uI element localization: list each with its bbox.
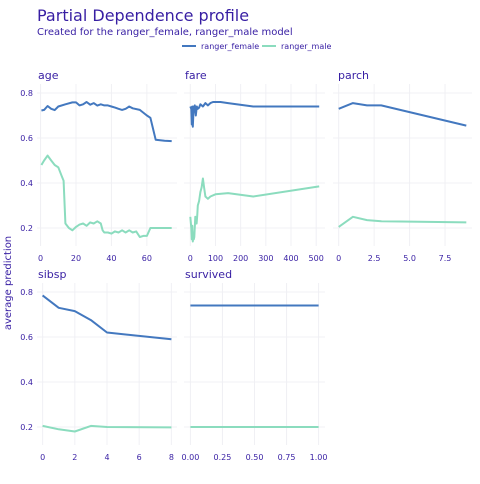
series-line-ranger_female [189, 101, 320, 128]
series-line-ranger_male [40, 154, 172, 238]
panel-parch: parch 0 2.5 5.0 7.5 [333, 69, 472, 263]
x-tick-label: 0.50 [246, 453, 264, 462]
y-tick-label: 0.8 [20, 89, 33, 98]
panel-title-survived: survived [185, 268, 232, 281]
legend-label-ranger_female: ranger_female [201, 42, 259, 51]
y-tick-label: 0.6 [20, 333, 33, 342]
panel-survived: survived 0.00 0.25 0.50 0.75 1.00 [182, 268, 328, 462]
x-tick-label: 1.00 [310, 453, 328, 462]
x-tick-label: 2.5 [368, 254, 381, 263]
x-tick-label: 20 [71, 254, 81, 263]
x-tick-label: 4 [104, 453, 109, 462]
x-tick-label: 0 [40, 453, 45, 462]
legend-label-ranger_male: ranger_male [281, 42, 331, 51]
panel-sibsp: sibsp 0.2 0.4 0.6 0.8 0 2 4 6 8 [20, 268, 177, 462]
panel-title-parch: parch [338, 69, 369, 82]
legend: ranger_female ranger_male [182, 42, 331, 51]
x-tick-label: 100 [208, 254, 223, 263]
x-tick-label: 200 [233, 254, 248, 263]
panel-fare: fare 0 100 200 300 400 500 [184, 69, 325, 263]
x-tick-label: 0 [188, 254, 193, 263]
series-line-ranger_male [338, 215, 467, 228]
x-tick-label: 0.75 [278, 453, 296, 462]
x-tick-label: 40 [106, 254, 116, 263]
series-line-ranger_female [41, 294, 172, 341]
series-line-ranger_male [189, 177, 320, 243]
chart-title: Partial Dependence profile [37, 6, 249, 25]
x-tick-label: 2 [72, 453, 77, 462]
x-tick-label: 0.25 [214, 453, 232, 462]
x-tick-label: 400 [283, 254, 298, 263]
series-line-ranger_female [338, 102, 467, 127]
x-tick-label: 500 [309, 254, 324, 263]
panel-title-sibsp: sibsp [38, 268, 67, 281]
x-tick-label: 6 [137, 453, 142, 462]
x-tick-label: 7.5 [439, 254, 452, 263]
x-tick-label: 0 [336, 254, 341, 263]
y-tick-label: 0.2 [20, 423, 33, 432]
series-line-ranger_female [41, 101, 172, 143]
chart-subtitle: Created for the ranger_female, ranger_ma… [37, 27, 293, 38]
panel-title-fare: fare [185, 69, 207, 82]
y-tick-label: 0.2 [20, 224, 33, 233]
x-tick-label: 5.0 [403, 254, 416, 263]
panel-title-age: age [38, 69, 59, 82]
series-line-ranger_male [42, 424, 172, 433]
x-tick-label: 300 [258, 254, 273, 263]
x-tick-label: 8 [169, 453, 174, 462]
x-tick-label: 60 [142, 254, 152, 263]
y-tick-label: 0.8 [20, 288, 33, 297]
panel-age: age 0.2 0.4 0.6 0.8 0 20 40 60 [20, 69, 177, 263]
x-tick-label: 0.00 [182, 453, 200, 462]
y-tick-label: 0.4 [20, 179, 33, 188]
y-axis-label: average prediction [3, 236, 14, 330]
y-tick-label: 0.6 [20, 134, 33, 143]
x-tick-label: 0 [38, 254, 43, 263]
y-tick-label: 0.4 [20, 378, 33, 387]
